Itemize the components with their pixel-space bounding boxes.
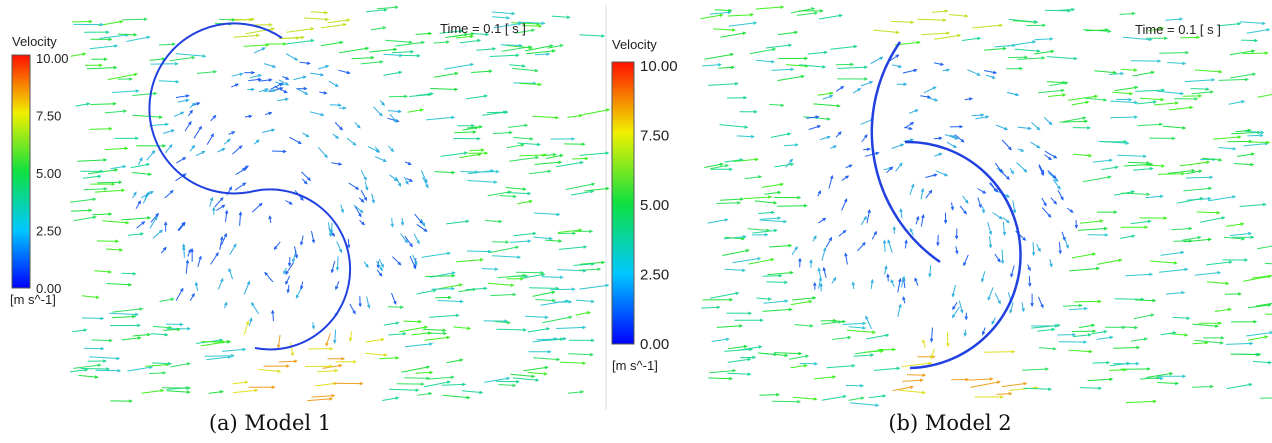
velocity-vector [772, 401, 800, 402]
velocity-vector [470, 150, 484, 151]
velocity-vector [1128, 162, 1149, 163]
velocity-vector [907, 375, 925, 376]
velocity-vector [1192, 387, 1213, 388]
colorbar-title: Velocity [612, 37, 657, 52]
colorbar-tick-label: 10.00 [36, 51, 69, 66]
velocity-vector [122, 273, 136, 274]
velocity-vector [1241, 40, 1257, 41]
velocity-vector [1248, 142, 1269, 143]
velocity-vector [81, 369, 109, 370]
velocity-vector [716, 203, 740, 204]
velocity-vector [1260, 398, 1272, 399]
velocity-vector [1135, 300, 1155, 301]
velocity-vector [1247, 135, 1262, 136]
velocity-vector [777, 206, 806, 207]
velocity-vector [122, 19, 147, 20]
velocity-vector [759, 395, 779, 396]
velocity-vector [416, 372, 433, 373]
colorbar-tick-label: 7.50 [36, 109, 61, 124]
colorbar-unit: [m s^-1] [612, 358, 658, 373]
velocity-vector [516, 272, 543, 273]
colorbar-tick-label: 2.50 [36, 224, 61, 239]
velocity-vector [72, 22, 92, 23]
velocity-vector [1109, 370, 1126, 371]
caption: (a) Model 1 [209, 411, 331, 435]
velocity-vector [1191, 89, 1209, 90]
colorbar-tick-label: 0.00 [640, 336, 669, 353]
velocity-vector [96, 370, 121, 371]
velocity-vector [467, 251, 491, 252]
velocity-vector [388, 307, 403, 308]
velocity-vector [202, 342, 225, 343]
velocity-vector [1074, 301, 1101, 302]
velocity-vector [97, 241, 118, 242]
velocity-vector [461, 172, 478, 173]
colorbar [12, 55, 30, 288]
velocity-vector [1113, 348, 1139, 349]
velocity-vector [1080, 388, 1101, 389]
time-label: Time = 0.1 [ s ] [440, 21, 526, 36]
velocity-vector [766, 282, 787, 283]
colorbar-tick-label: 5.00 [36, 166, 61, 181]
velocity-vector [984, 352, 1014, 353]
velocity-vector [90, 129, 112, 130]
velocity-vector [1243, 53, 1268, 54]
background [0, 0, 1272, 443]
colorbar-unit: [m s^-1] [10, 292, 56, 307]
velocity-vector [84, 348, 104, 349]
velocity-vector [1180, 37, 1199, 38]
colorbar-tick-label: 7.50 [640, 128, 669, 145]
colorbar-tick-label: 2.50 [640, 267, 669, 284]
velocity-vector [82, 318, 103, 319]
velocity-vector [403, 321, 421, 322]
colorbar [612, 62, 634, 344]
velocity-vector [550, 289, 574, 290]
velocity-vector [91, 340, 111, 341]
velocity-vector [272, 151, 286, 152]
velocity-vector [482, 269, 498, 270]
colorbar-tick-label: 10.00 [640, 58, 678, 75]
caption: (b) Model 2 [888, 411, 1011, 435]
velocity-vector [542, 277, 563, 278]
velocity-vector [1115, 299, 1144, 300]
velocity-vector [572, 158, 588, 159]
velocity-vector [404, 378, 429, 379]
time-label: Time = 0.1 [ s ] [1135, 22, 1221, 37]
colorbar-tick-label: 5.00 [640, 197, 669, 214]
velocity-vector [763, 276, 782, 277]
figure: Velocity 10.007.505.002.500.00 [m s^-1] … [0, 0, 1272, 443]
velocity-vector [97, 182, 121, 183]
velocity-vector [432, 289, 455, 290]
velocity-vector [529, 288, 558, 289]
colorbar-title: Velocity [12, 34, 57, 49]
